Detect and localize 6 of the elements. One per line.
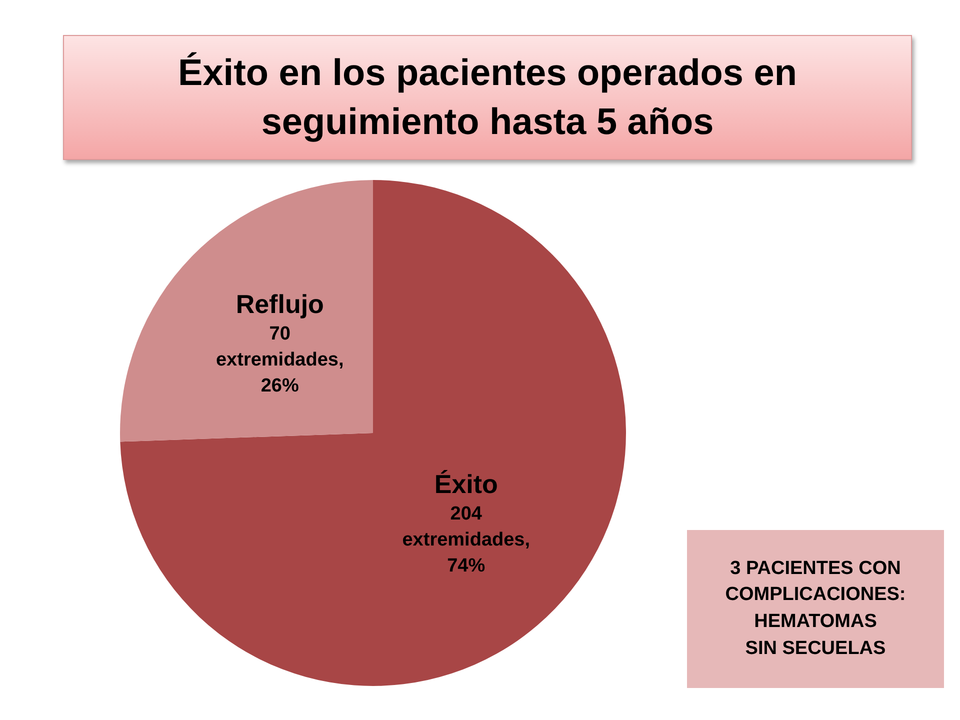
data-label: 70 extremidades, 26% (216, 324, 344, 397)
slice-label: Éxito (434, 468, 498, 499)
data-label: 204 extremidades, 74% (402, 503, 530, 576)
slice-label: Reflujo (236, 289, 324, 320)
chart-title: Éxito en los pacientes operados en seguimiento hasta 5 años (63, 35, 912, 160)
text: 3 PACIENTES CON COMPLICACIONES: HEMATOMAS SIN SECUELAS (687, 530, 944, 688)
